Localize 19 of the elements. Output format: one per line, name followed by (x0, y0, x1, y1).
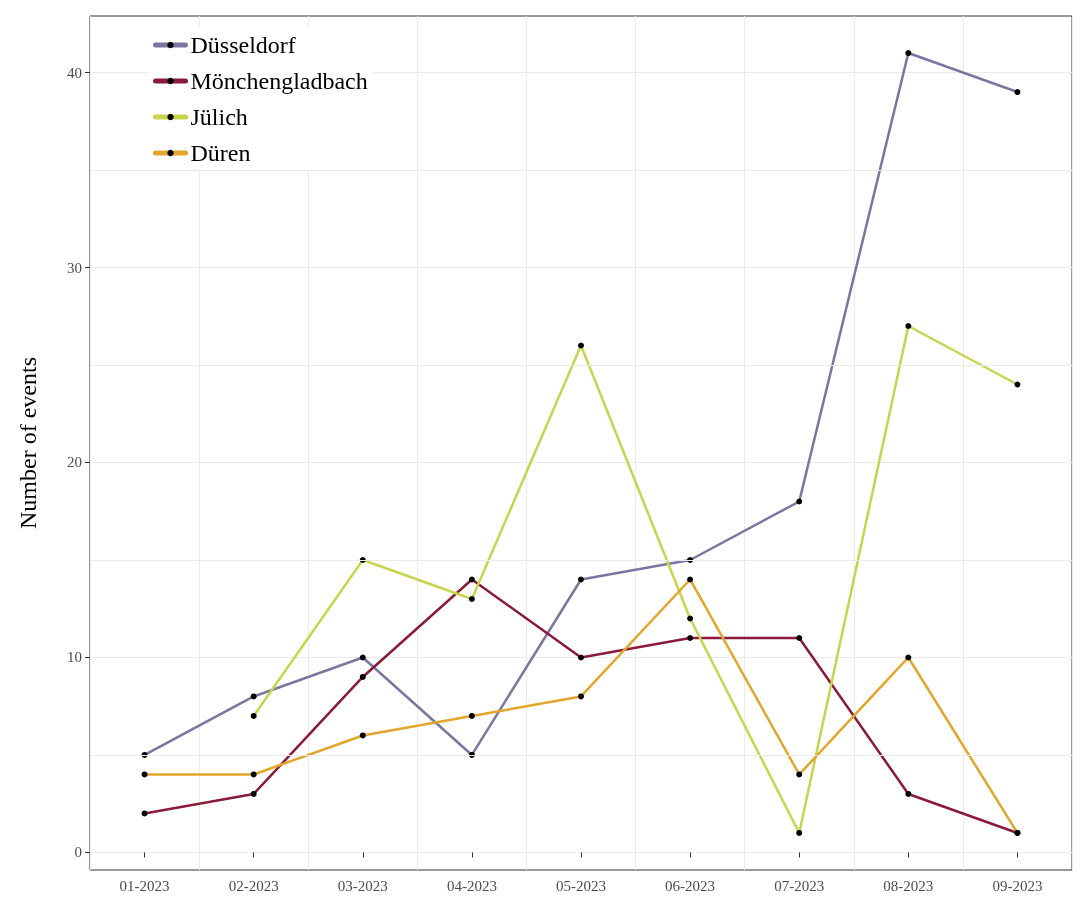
x-tick-label: 03-2023 (337, 877, 388, 894)
legend-label: Düren (190, 140, 251, 166)
x-tick-label: 02-2023 (228, 877, 279, 894)
y-tick-label: 20 (67, 454, 82, 471)
x-tick-label: 09-2023 (992, 877, 1043, 894)
legend-label: Düsseldorf (190, 32, 296, 58)
y-axis-title: Number of events (15, 357, 41, 529)
x-tick-label: 05-2023 (556, 877, 606, 894)
y-tick-label: 0 (74, 844, 82, 861)
x-tick-label: 07-2023 (774, 877, 825, 894)
legend-label: Mönchengladbach (190, 68, 368, 94)
legend-label: Jülich (190, 104, 248, 130)
x-tick-label: 01-2023 (119, 877, 170, 894)
y-tick-label: 40 (67, 64, 82, 81)
x-tick-label: 04-2023 (446, 877, 497, 894)
y-tick-label: 10 (67, 649, 82, 666)
y-tick-label: 30 (67, 259, 82, 276)
x-tick-label: 08-2023 (883, 877, 934, 894)
x-tick-label: 06-2023 (665, 877, 716, 894)
